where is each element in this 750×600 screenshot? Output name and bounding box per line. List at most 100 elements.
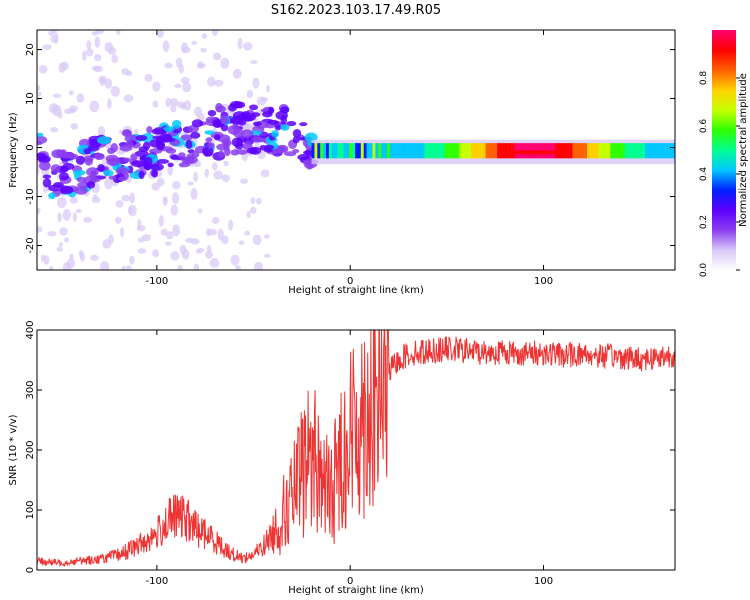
spectrogram-cell <box>271 130 280 138</box>
spectrogram-cell <box>268 106 275 114</box>
spectrogram-noise-cell <box>182 82 192 93</box>
spectrogram-band-cell <box>436 143 440 159</box>
spectrogram-cell <box>97 163 105 173</box>
spectrogram-band-cell <box>363 143 367 159</box>
spectrogram-y-tick-label: -10 <box>25 188 36 204</box>
spectrogram-noise-cell <box>234 265 242 270</box>
spectrogram-cell <box>215 105 226 113</box>
spectrogram-cell <box>171 119 182 129</box>
spectrogram-cell <box>280 124 290 131</box>
spectrogram-noise-cell <box>197 208 203 214</box>
spectrogram-cell <box>205 137 213 143</box>
spectrogram-cell <box>221 138 230 146</box>
spectrogram-noise-cell <box>230 254 240 266</box>
spectrogram-y-ticks: -20 -10 0 10 20 <box>25 43 675 254</box>
spectrogram-band-cell <box>386 143 391 159</box>
spectrogram-band-cell <box>558 143 562 159</box>
spectrogram-band-cell <box>642 143 646 159</box>
spectrogram-cell <box>151 128 166 135</box>
spectrogram-noise-cell <box>167 165 174 176</box>
spectrogram-band-cell <box>497 143 501 159</box>
spectrogram-noise-cell <box>69 253 74 261</box>
spectrogram-noise-cell <box>76 93 85 104</box>
colorbar-tick-label: 0.8 <box>699 71 709 86</box>
spectrogram-cell <box>42 174 52 179</box>
spectrogram-band-cell <box>317 143 321 159</box>
spectrogram-noise-cell <box>185 237 195 243</box>
spectrogram-noise-cell <box>211 162 218 171</box>
spectrogram-cell <box>37 141 43 146</box>
snr-x-tick-label: 0 <box>347 576 353 587</box>
snr-y-label: SNR (10 * v/v) <box>8 414 19 485</box>
spectrogram-noise-cell <box>217 228 224 241</box>
spectrogram-band-cell <box>473 143 478 159</box>
spectrogram-band-cell <box>668 143 672 159</box>
spectrogram-noise-cell <box>110 85 121 97</box>
spectrogram-band-cell <box>601 143 605 159</box>
spectrogram-cell <box>286 120 297 127</box>
spectrogram-noise-cell <box>58 62 66 73</box>
spectrogram-noise-cell <box>75 208 82 214</box>
spectrogram-noise-cell <box>121 68 130 76</box>
spectrogram-band-cell <box>439 143 443 159</box>
spectrogram-noise-cell <box>97 126 106 138</box>
spectrogram-band-cell <box>369 143 373 159</box>
spectrogram-band-cell <box>633 143 637 159</box>
spectrogram-band-cell <box>482 143 486 159</box>
spectrogram-y-tick-label: 0 <box>25 144 36 150</box>
spectrogram-band-cell <box>505 143 509 159</box>
spectrogram-noise-cell <box>37 226 43 233</box>
spectrogram-cell <box>170 154 179 160</box>
spectrogram-x-tick-label: -100 <box>146 276 169 287</box>
spectrogram-noise-cell <box>86 48 94 57</box>
snr-y-tick-label: 100 <box>25 500 36 519</box>
spectrogram-x-label: Height of straight line (km) <box>288 285 424 296</box>
spectrogram-cell <box>230 149 240 156</box>
spectrogram-band-cell <box>613 143 617 159</box>
spectrogram-band-cell <box>331 143 335 159</box>
spectrogram-band-cell <box>389 143 393 159</box>
spectrogram-cell <box>219 115 229 125</box>
spectrogram-band-cell <box>665 143 669 159</box>
spectrogram-noise-cell <box>253 261 264 270</box>
spectrogram-cell <box>107 147 116 155</box>
spectrogram-cell <box>48 192 57 200</box>
spectrogram-cell <box>274 124 282 131</box>
spectrogram-noise-cell <box>227 219 234 231</box>
spectrogram-band-cell <box>485 143 489 159</box>
spectrogram-noise-cell <box>200 47 207 53</box>
snr-x-ticks: -100 0 100 <box>146 330 553 587</box>
spectrogram-cell <box>59 172 70 181</box>
spectrogram-noise-cell <box>193 171 198 183</box>
spectrogram-noise-cell <box>180 76 190 84</box>
spectrogram-band-cell <box>430 143 434 159</box>
spectrogram-noise-cell <box>264 253 271 258</box>
spectrogram-cell <box>146 125 153 134</box>
spectrogram-marks <box>37 30 675 270</box>
spectrogram-noise-cell <box>174 83 182 89</box>
spectrogram-peak <box>502 150 565 155</box>
spectrogram-noise-cell <box>129 255 135 265</box>
spectrogram-band-cell <box>444 143 449 159</box>
spectrogram-noise-cell <box>123 94 134 103</box>
spectrogram-band-cell <box>511 143 515 159</box>
spectrogram-noise-cell <box>91 196 101 203</box>
spectrogram-band-cell <box>465 143 469 159</box>
spectrogram-band-cell <box>514 143 518 159</box>
spectrogram-band-cell <box>349 143 353 159</box>
colorbar-tick-label: 0.0 <box>699 263 709 278</box>
spectrogram-noise-cell <box>99 76 106 87</box>
spectrogram-cell <box>108 175 119 180</box>
spectrogram-noise-cell <box>204 168 209 178</box>
spectrogram-band-cell <box>337 143 341 159</box>
spectrogram-band-cell <box>592 143 596 159</box>
spectrogram-noise-cell <box>206 245 212 253</box>
spectrogram-x-ticks: -100 0 100 <box>146 30 553 287</box>
spectrogram-band-cell <box>462 143 466 159</box>
spectrogram-band-cell <box>421 143 425 159</box>
spectrogram-cell <box>142 141 151 150</box>
spectrogram-noise-cell <box>156 30 164 38</box>
spectrogram-cell <box>165 148 177 154</box>
spectrogram-noise-cell <box>181 42 189 54</box>
